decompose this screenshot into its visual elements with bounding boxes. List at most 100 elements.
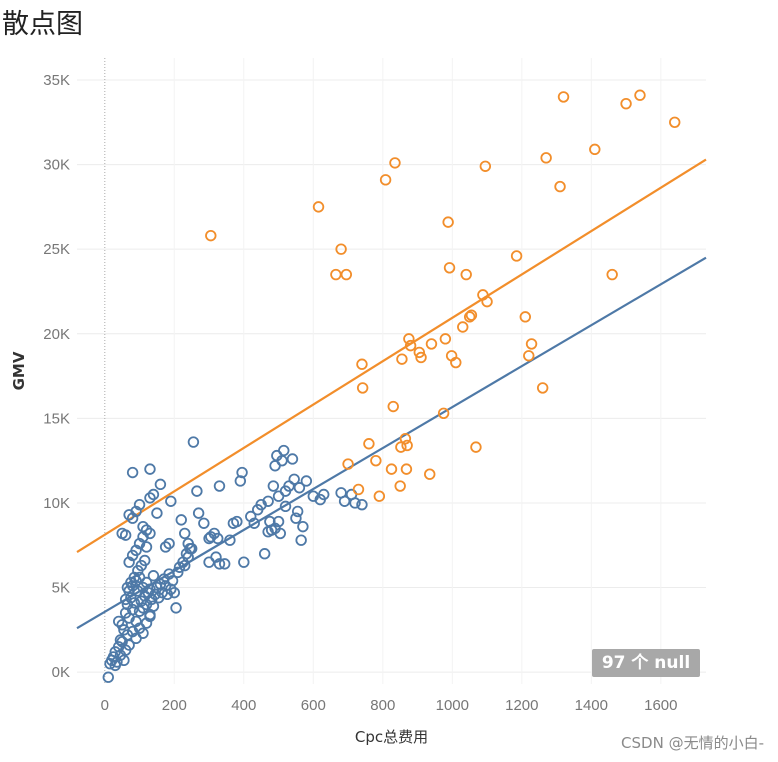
data-point-0[interactable] bbox=[151, 507, 163, 519]
data-point-1[interactable] bbox=[395, 441, 407, 453]
data-point-0[interactable] bbox=[137, 520, 149, 533]
data-point-0[interactable] bbox=[140, 541, 153, 553]
data-point-0[interactable] bbox=[137, 627, 149, 639]
data-point-0[interactable] bbox=[147, 488, 160, 501]
data-point-0[interactable] bbox=[187, 436, 200, 448]
data-point-0[interactable] bbox=[126, 512, 139, 524]
data-point-0[interactable] bbox=[128, 571, 141, 584]
data-point-0[interactable] bbox=[109, 659, 121, 672]
data-point-1[interactable] bbox=[510, 250, 523, 262]
data-point-1[interactable] bbox=[439, 333, 452, 345]
null-count-badge[interactable]: 97 个 null bbox=[592, 649, 700, 677]
data-point-0[interactable] bbox=[224, 534, 236, 546]
data-point-1[interactable] bbox=[519, 311, 531, 323]
data-point-0[interactable] bbox=[144, 610, 156, 623]
data-point-1[interactable] bbox=[335, 243, 347, 255]
data-point-0[interactable] bbox=[291, 505, 304, 518]
data-point-0[interactable] bbox=[163, 537, 175, 550]
data-point-1[interactable] bbox=[205, 229, 217, 242]
data-point-1[interactable] bbox=[523, 350, 535, 362]
data-point-1[interactable] bbox=[401, 439, 413, 452]
data-point-0[interactable] bbox=[144, 527, 156, 540]
data-point-1[interactable] bbox=[356, 358, 368, 370]
data-point-1[interactable] bbox=[413, 346, 426, 359]
data-point-0[interactable] bbox=[213, 558, 226, 570]
data-point-0[interactable] bbox=[236, 466, 248, 479]
data-point-0[interactable] bbox=[245, 510, 257, 523]
data-point-0[interactable] bbox=[123, 556, 135, 568]
data-point-0[interactable] bbox=[210, 551, 222, 563]
data-point-0[interactable] bbox=[102, 671, 114, 683]
data-point-0[interactable] bbox=[286, 453, 299, 465]
data-point-1[interactable] bbox=[463, 311, 476, 323]
data-point-0[interactable] bbox=[356, 498, 368, 511]
data-point-0[interactable] bbox=[231, 515, 243, 528]
data-point-0[interactable] bbox=[130, 544, 142, 557]
data-point-1[interactable] bbox=[403, 333, 415, 345]
data-point-0[interactable] bbox=[269, 522, 281, 535]
data-point-0[interactable] bbox=[118, 654, 130, 667]
data-point-0[interactable] bbox=[262, 495, 274, 507]
data-point-1[interactable] bbox=[342, 458, 354, 470]
data-point-0[interactable] bbox=[258, 548, 271, 560]
data-point-1[interactable] bbox=[634, 89, 646, 101]
data-point-0[interactable] bbox=[293, 482, 306, 494]
data-point-0[interactable] bbox=[133, 498, 146, 511]
data-point-1[interactable] bbox=[356, 382, 369, 394]
data-point-1[interactable] bbox=[620, 97, 632, 110]
data-point-1[interactable] bbox=[389, 157, 401, 169]
data-point-1[interactable] bbox=[373, 490, 386, 502]
data-point-1[interactable] bbox=[370, 454, 382, 467]
data-point-0[interactable] bbox=[140, 524, 153, 536]
data-point-0[interactable] bbox=[123, 639, 135, 651]
data-point-0[interactable] bbox=[175, 514, 187, 526]
data-point-0[interactable] bbox=[140, 576, 153, 589]
data-point-0[interactable] bbox=[166, 575, 179, 587]
data-point-0[interactable] bbox=[213, 480, 226, 492]
data-point-0[interactable] bbox=[205, 531, 217, 543]
data-point-0[interactable] bbox=[170, 602, 182, 614]
data-point-0[interactable] bbox=[318, 488, 330, 501]
data-point-0[interactable] bbox=[248, 517, 260, 529]
data-point-0[interactable] bbox=[192, 507, 205, 519]
data-point-1[interactable] bbox=[443, 262, 456, 274]
data-point-0[interactable] bbox=[113, 615, 125, 628]
data-point-0[interactable] bbox=[349, 497, 361, 509]
data-point-0[interactable] bbox=[279, 500, 292, 513]
data-point-0[interactable] bbox=[297, 520, 309, 533]
data-point-1[interactable] bbox=[379, 174, 392, 186]
data-point-1[interactable] bbox=[481, 295, 493, 308]
data-point-0[interactable] bbox=[130, 615, 142, 628]
data-point-1[interactable] bbox=[394, 480, 406, 492]
data-point-1[interactable] bbox=[465, 309, 478, 321]
data-point-1[interactable] bbox=[415, 351, 427, 364]
data-point-1[interactable] bbox=[457, 321, 469, 333]
data-point-1[interactable] bbox=[557, 91, 570, 103]
data-point-0[interactable] bbox=[218, 558, 231, 570]
data-point-0[interactable] bbox=[338, 495, 351, 507]
data-point-0[interactable] bbox=[126, 625, 139, 638]
data-point-0[interactable] bbox=[147, 570, 160, 582]
data-point-0[interactable] bbox=[133, 537, 146, 550]
data-point-0[interactable] bbox=[165, 495, 177, 507]
data-point-1[interactable] bbox=[554, 180, 566, 193]
data-point-0[interactable] bbox=[139, 554, 151, 567]
data-point-1[interactable] bbox=[470, 441, 482, 453]
data-point-0[interactable] bbox=[255, 498, 267, 511]
data-point-1[interactable] bbox=[399, 432, 412, 445]
data-point-0[interactable] bbox=[179, 527, 191, 540]
data-point-0[interactable] bbox=[191, 485, 203, 497]
data-point-0[interactable] bbox=[262, 526, 274, 538]
data-point-1[interactable] bbox=[442, 216, 454, 228]
data-point-0[interactable] bbox=[267, 480, 280, 492]
data-point-0[interactable] bbox=[147, 600, 160, 612]
data-point-1[interactable] bbox=[312, 201, 325, 213]
data-point-1[interactable] bbox=[385, 463, 398, 475]
data-point-0[interactable] bbox=[272, 515, 285, 528]
data-point-1[interactable] bbox=[404, 339, 417, 352]
data-point-0[interactable] bbox=[168, 586, 181, 599]
data-point-1[interactable] bbox=[396, 353, 408, 365]
data-point-0[interactable] bbox=[212, 532, 224, 545]
data-point-1[interactable] bbox=[363, 438, 375, 450]
data-point-0[interactable] bbox=[144, 583, 156, 595]
